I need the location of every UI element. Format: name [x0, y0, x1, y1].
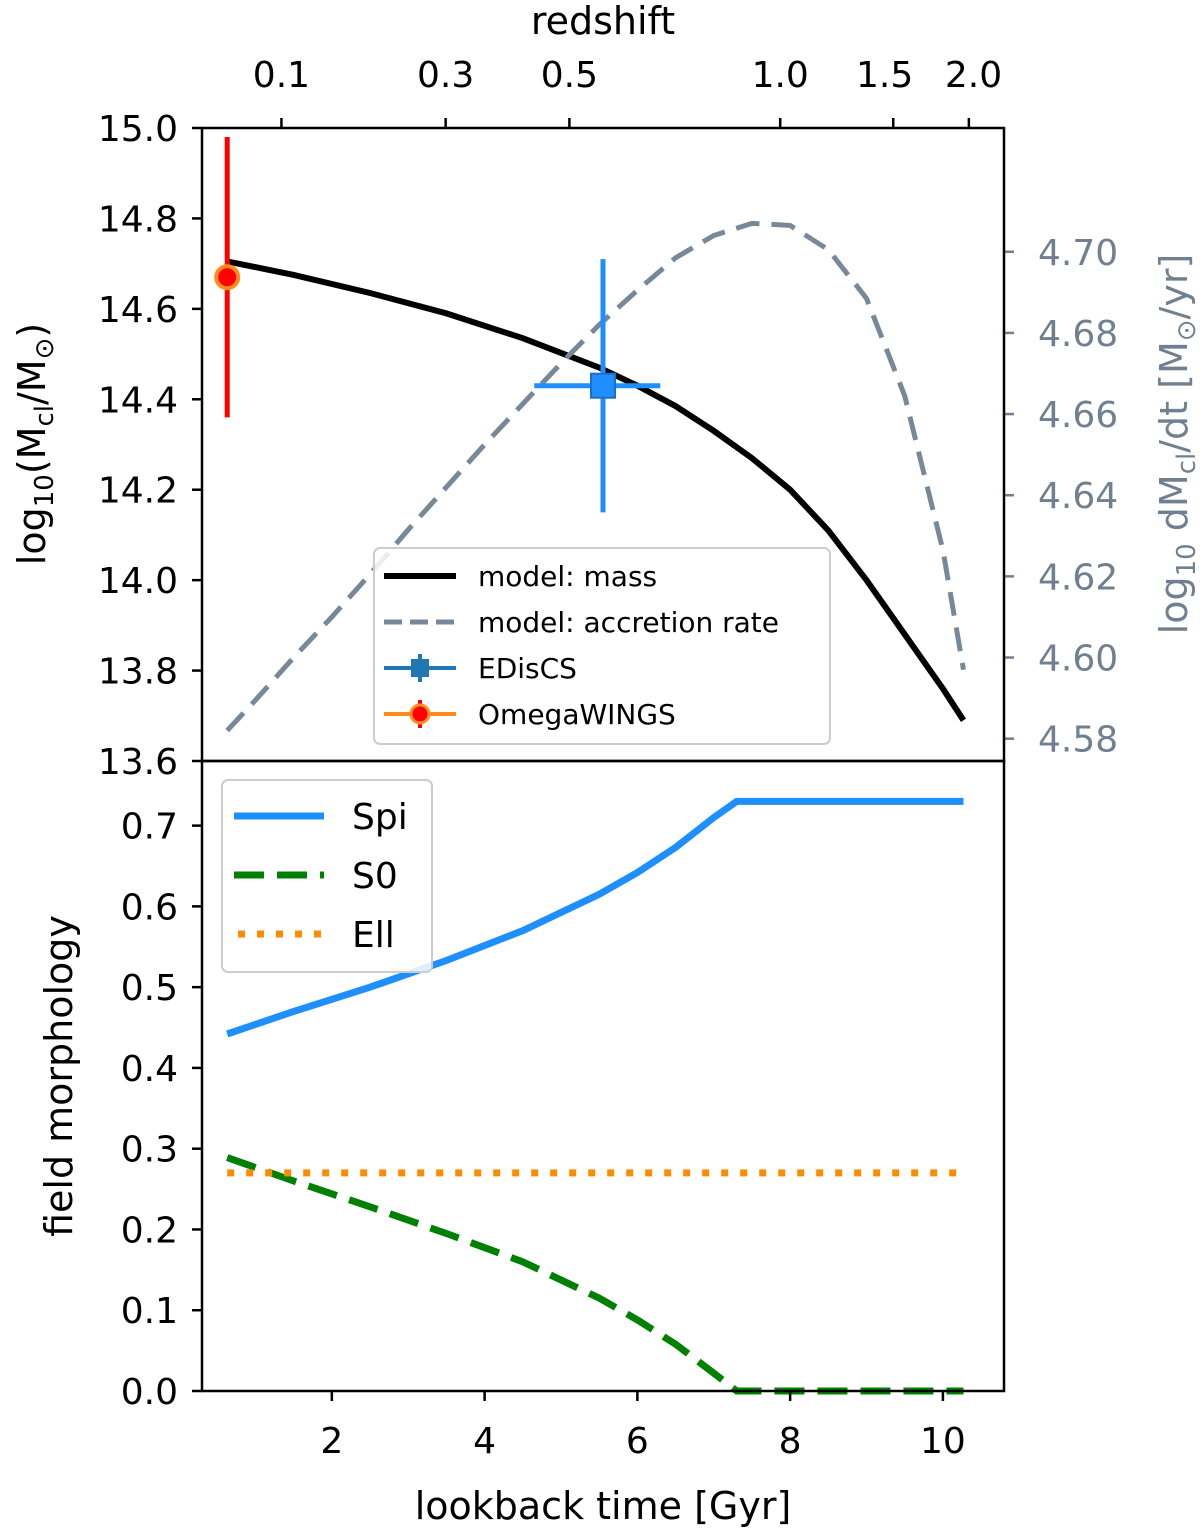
bottom-y-tick-label-0.2: 0.2: [121, 1210, 178, 1251]
top-legend-box: [373, 547, 831, 745]
right-tick-label-4.66: 4.66: [1038, 395, 1118, 436]
redshift-tick-label-0.5: 0.5: [541, 55, 598, 96]
ediscs-marker: [590, 372, 616, 399]
left-tick-label-14.2: 14.2: [98, 471, 178, 512]
redshift-tick-label-0.3: 0.3: [417, 55, 474, 96]
bottom-y-tick-label-0.6: 0.6: [121, 887, 178, 928]
left-tick-label-14.4: 14.4: [98, 380, 178, 421]
bottom-y-tick-label-0.3: 0.3: [121, 1130, 178, 1171]
redshift-tick-label-0.1: 0.1: [253, 55, 310, 96]
bottom-y-tick-label-0.7: 0.7: [121, 807, 178, 848]
omegawings-marker: [214, 264, 241, 291]
bottom-plot-frame: [200, 759, 1006, 1393]
bottom-y-axis-label: field morphology: [37, 915, 81, 1237]
redshift-tick-label-2.0: 2.0: [945, 55, 1002, 96]
legend-omegawings-marker: [409, 703, 431, 725]
bottom-x-axis-ticks: 2 4 6 8 10: [320, 1391, 966, 1462]
left-tick-label-13.8: 13.8: [98, 652, 178, 693]
legend-ell-label: Ell: [352, 915, 395, 956]
series-model-accretion-rate: [225, 220, 966, 733]
legend-omegawings-label: OmegaWINGS: [478, 698, 676, 731]
right-tick-label-4.64: 4.64: [1038, 476, 1118, 517]
left-tick-label-14.8: 14.8: [98, 199, 178, 240]
bottom-y-tick-label-0.0: 0.0: [121, 1372, 178, 1413]
right-tick-label-4.70: 4.70: [1038, 233, 1118, 274]
legend-ediscs-marker: [411, 659, 429, 677]
series-model-mass: [226, 258, 967, 722]
top-left-axis-label: log10(Mcl/M⊙): [10, 323, 60, 565]
top-legend: model: mass model: accretion rate EDisCS…: [373, 547, 831, 745]
series-s0: [226, 1154, 964, 1395]
bottom-x-tick-label-2: 2: [320, 1421, 343, 1462]
bottom-y-tick-label-0.4: 0.4: [121, 1049, 178, 1090]
legend-mass-label: model: mass: [478, 560, 657, 593]
legend-accretion-label: model: accretion rate: [478, 606, 779, 639]
top-axis-label: redshift: [531, 0, 675, 43]
right-tick-label-4.58: 4.58: [1038, 720, 1118, 761]
top-points-group: [214, 137, 661, 513]
left-tick-label-15.0: 15.0: [98, 109, 178, 150]
right-tick-label-4.68: 4.68: [1038, 314, 1118, 355]
top-right-axis-label: log10 dMcl/dt [M⊙/yr]: [1152, 254, 1200, 635]
left-tick-label-14.6: 14.6: [98, 290, 178, 331]
bottom-legend-box: [221, 779, 433, 973]
bottom-legend: Spi S0 Ell: [221, 779, 433, 973]
right-tick-label-4.62: 4.62: [1038, 557, 1118, 598]
bottom-series-group: [226, 797, 964, 1395]
bottom-left-axis-ticks: 0.0 0.1 0.2 0.3 0.4 0.5 0.6 0.7: [121, 807, 202, 1413]
redshift-tick-label-1.5: 1.5: [856, 55, 913, 96]
bottom-x-tick-label-6: 6: [626, 1421, 649, 1462]
bottom-x-tick-label-4: 4: [473, 1421, 496, 1462]
bottom-y-tick-label-0.5: 0.5: [121, 968, 178, 1009]
series-spi: [226, 797, 964, 1038]
redshift-tick-label-1.0: 1.0: [752, 55, 809, 96]
bottom-x-axis-label: lookback time [Gyr]: [415, 1484, 792, 1528]
top-left-axis-ticks: 13.6 13.8 14.0 14.2 14.4 14.6 14.8 15.0: [98, 109, 202, 783]
bottom-x-tick-label-8: 8: [779, 1421, 802, 1462]
legend-spi-label: Spi: [352, 797, 408, 838]
legend-s0-label: S0: [352, 856, 398, 897]
left-tick-label-13.6: 13.6: [98, 742, 178, 783]
top-series-group: [225, 220, 967, 733]
top-redshift-axis-ticks: 0.1 0.3 0.5 1.0 1.5 2.0: [253, 55, 1002, 128]
right-tick-label-4.60: 4.60: [1038, 639, 1118, 680]
left-tick-label-14.0: 14.0: [98, 561, 178, 602]
bottom-y-tick-label-0.1: 0.1: [121, 1291, 178, 1332]
bottom-x-tick-label-10: 10: [920, 1421, 966, 1462]
legend-ediscs-label: EDisCS: [478, 652, 577, 685]
top-right-axis-ticks: 4.58 4.60 4.62 4.64 4.66 4.68 4.70: [1004, 233, 1118, 761]
